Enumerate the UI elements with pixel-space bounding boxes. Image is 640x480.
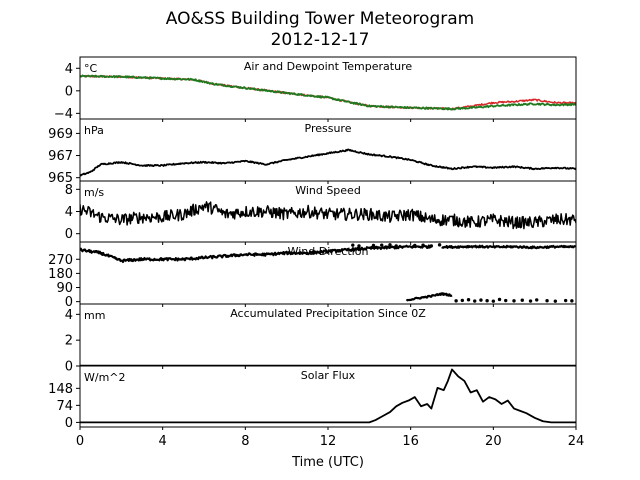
panel-wind_dir-ytick-label: 0 [65,295,73,310]
panel-wind_dir-point [504,298,508,303]
panel-wind_dir-point [371,243,376,248]
panel-temp-plot-area [80,74,576,111]
panel-wind_dir-point [479,298,483,302]
panel-wind_dir-ytick-label: 270 [48,253,73,268]
panel-wind_dir-series-1-line [441,244,576,250]
panel-pressure-series-0-line [80,148,576,177]
panel-wind_dir-point [512,299,516,303]
panel-wind_speed: 0 4 8 Wind Speed m/s [65,180,577,245]
panel-wind_dir-point [357,244,361,248]
panel-precip-ytick-label: 0 [65,360,73,375]
panel-wind_dir-point [520,298,524,302]
panel-temp-ytick-label: 4 [65,62,73,77]
panel-wind_dir-ytick-label: 90 [56,281,73,296]
panel-pressure-plot-area [80,148,576,177]
panel-wind_dir-point [466,298,471,302]
figure-title-line2: 2012-12-17 [271,30,370,50]
panel-wind_dir-point [421,243,425,247]
panel-temp-unit: °C [84,62,98,75]
panel-temp: −4 0 4 Air and Dewpoint Temperature °C [54,56,577,122]
panel-pressure-title: Pressure [305,122,352,135]
xtick-label: 12 [320,434,337,449]
x-axis: 0 4 8 12 16 20 24 [76,434,584,449]
panel-wind_dir-point [388,243,392,247]
panel-wind_dir-point [454,299,458,303]
panel-wind_dir-point [429,244,434,248]
panel-wind_dir-title: Wind Direction [288,245,369,258]
panel-wind_dir-series-0-line [80,244,432,263]
xtick-label: 16 [402,434,419,449]
panel-wind_dir-ytick-label: 180 [48,267,73,282]
panel-wind_dir-point [380,243,384,247]
panel-solar-ytick-label: 148 [48,382,73,397]
panel-wind_dir-point [535,298,539,302]
panel-temp-series-1-line [80,74,576,111]
panel-solar-ytick-label: 74 [56,399,73,414]
xtick-label: 24 [568,434,585,449]
panel-wind_speed-series-0-line [80,201,576,230]
xtick-label: 8 [241,434,249,449]
panel-precip-title: Accumulated Precipitation Since 0Z [230,307,426,320]
panel-solar-unit: W/m^2 [84,371,126,384]
panel-wind_dir-point [351,243,355,247]
panel-wind_dir-point [553,299,558,303]
panel-precip-ytick-label: 2 [65,334,73,349]
xtick-label: 0 [76,434,84,449]
panel-wind_dir-point [528,299,533,303]
panel-wind_dir-point [394,244,398,248]
panel-solar: 0 74 148 Solar Flux W/m^2 [48,365,577,431]
panel-wind_dir-point [497,297,502,302]
panel-wind_dir-point [473,299,477,303]
panel-pressure: 965 967 969 Pressure hPa [48,118,577,186]
panel-solar-title: Solar Flux [301,369,356,382]
chart-panels: −404 Air and Dewpoint Temperature°C965967… [48,56,577,431]
panel-wind_dir-point [413,243,417,248]
xtick-label: 20 [485,434,502,449]
panel-wind_dir-point [460,298,465,303]
panel-precip-unit: mm [84,309,105,322]
panel-pressure-unit: hPa [84,124,104,137]
panel-precip-ytick-label: 4 [65,308,73,323]
panel-wind_speed-title: Wind Speed [295,184,361,197]
panel-wind_speed-ytick-label: 4 [65,205,73,220]
panel-wind_dir-point [563,298,568,303]
panel-pressure-ytick-label: 969 [48,127,73,142]
panel-pressure-ytick-label: 967 [48,149,73,164]
xtick-label: 4 [159,434,167,449]
panel-solar-plot-area [80,368,576,424]
panel-wind_dir-point [545,299,549,303]
panel-solar-ytick-label: 0 [65,416,73,431]
panel-wind_dir-point [491,299,496,303]
panel-wind_dir-point [570,299,574,303]
panel-pressure-ytick-label: 965 [48,171,73,186]
panel-temp-title: Air and Dewpoint Temperature [244,60,412,73]
panel-wind_dir-point [437,243,442,247]
panel-wind_speed-unit: m/s [84,186,104,199]
panel-wind_speed-ytick-label: 8 [65,183,73,198]
x-axis-label: Time (UTC) [291,455,364,470]
panel-temp-ytick-label: 0 [65,84,73,99]
panel-temp-ytick-label: −4 [54,107,73,122]
panel-solar-series-0-line [80,368,576,424]
panel-wind_speed-plot-area [80,201,576,230]
panel-wind_dir-series-2-line [405,292,453,302]
panel-precip: 0 2 4 Accumulated Precipitation Since 0Z mm [65,303,577,375]
panel-wind_dir-plot-area [80,243,576,303]
panel-wind_dir-point [485,299,489,303]
panel-wind_speed-ytick-label: 0 [65,227,73,242]
figure-title-line1: AO&SS Building Tower Meteorogram [166,9,474,29]
